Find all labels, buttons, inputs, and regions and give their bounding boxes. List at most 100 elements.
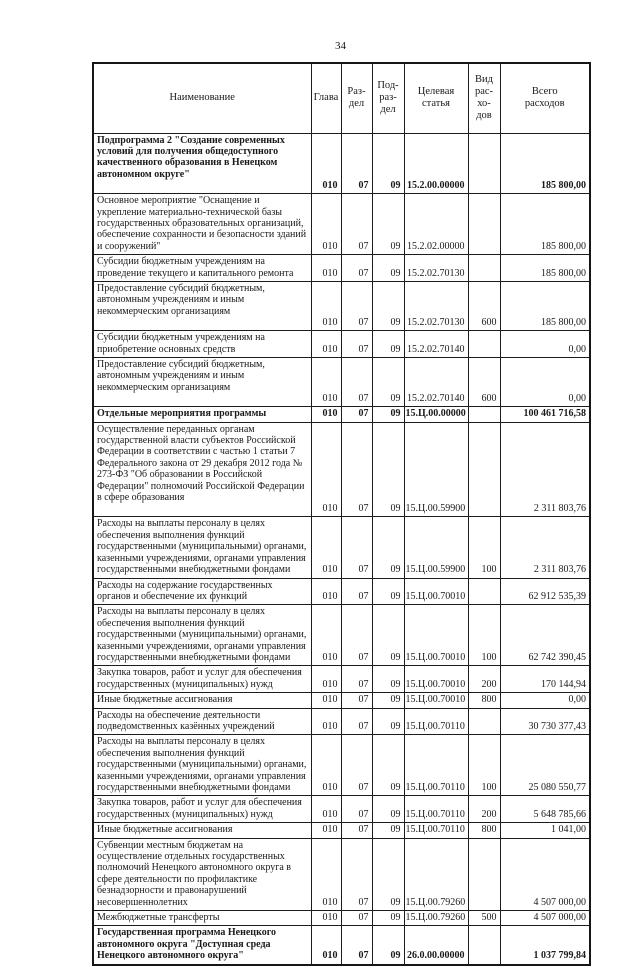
razdel-cell: 07 [340,516,373,579]
target-article-cell: 15.Ц.00.70010 [403,665,469,694]
header-glava: Глава [310,62,342,134]
podrazdel-cell: 09 [371,795,405,824]
podrazdel-cell: 09 [371,421,405,518]
target-article-cell: 15.Ц.00.59900 [403,516,469,579]
razdel-cell: 07 [340,577,373,606]
name-cell: Субсидии бюджетным учреждениям на приобр… [92,330,312,358]
expense-type-cell [467,421,501,518]
total-expenses-cell: 170 144,94 [499,665,591,694]
glava-cell: 010 [310,734,342,797]
expense-type-cell [467,330,501,358]
target-article-cell: 15.Ц.00.70010 [403,577,469,606]
name-cell: Закупка товаров, работ и услуг для обесп… [92,665,312,694]
target-article-cell: 15.Ц.00.70010 [403,604,469,667]
glava-cell: 010 [310,132,342,195]
table-row: Закупка товаров, работ и услуг для обесп… [92,795,591,824]
table-row: Предоставление субсидий бюджетным, автон… [92,280,591,332]
glava-cell: 010 [310,254,342,282]
name-cell: Расходы на выплаты персоналу в целях обе… [92,604,312,667]
expense-type-cell: 200 [467,795,501,824]
total-expenses-cell: 25 080 550,77 [499,734,591,797]
razdel-cell: 07 [340,356,373,408]
razdel-cell: 07 [340,795,373,824]
table-row: Подпрограмма 2 "Создание современных усл… [92,132,591,195]
podrazdel-cell: 09 [371,665,405,694]
table-row: Расходы на выплаты персоналу в целях обе… [92,604,591,667]
name-cell: Подпрограмма 2 "Создание современных усл… [92,132,312,195]
name-cell: Предоставление субсидий бюджетным, автон… [92,280,312,332]
expense-type-cell: 100 [467,734,501,797]
razdel-cell: 07 [340,837,373,912]
total-expenses-cell: 62 912 535,39 [499,577,591,606]
total-expenses-cell: 0,00 [499,356,591,408]
total-expenses-cell: 2 311 803,76 [499,421,591,518]
expense-type-cell: 100 [467,604,501,667]
name-cell: Субвенции местным бюджетам на осуществле… [92,837,312,912]
name-cell: Осуществление переданных органам государ… [92,421,312,518]
podrazdel-cell: 09 [371,406,405,423]
name-cell: Основное мероприятие "Оснащение и укрепл… [92,193,312,256]
glava-cell: 010 [310,193,342,256]
target-article-cell: 15.Ц.00.59900 [403,421,469,518]
razdel-cell: 07 [340,406,373,423]
header-razdel: Раз- дел [340,62,373,134]
table-row: Основное мероприятие "Оснащение и укрепл… [92,193,591,256]
expense-type-cell: 600 [467,356,501,408]
name-cell: Иные бюджетные ассигнования [92,822,312,839]
podrazdel-cell: 09 [371,692,405,709]
razdel-cell: 07 [340,925,373,966]
razdel-cell: 07 [340,604,373,667]
razdel-cell: 07 [340,822,373,839]
glava-cell: 010 [310,910,342,927]
razdel-cell: 07 [340,421,373,518]
glava-cell: 010 [310,330,342,358]
total-expenses-cell: 4 507 000,00 [499,837,591,912]
table-header: Наименование Глава Раз- дел Под- раз- де… [92,62,591,134]
glava-cell: 010 [310,280,342,332]
target-article-cell: 15.Ц.00.70110 [403,734,469,797]
table-row: Иные бюджетные ассигнования 010 07 09 15.Ц.0… [92,692,591,709]
target-article-cell: 26.0.00.00000 [403,925,469,966]
podrazdel-cell: 09 [371,910,405,927]
glava-cell: 010 [310,822,342,839]
target-article-cell: 15.2.02.00000 [403,193,469,256]
podrazdel-cell: 09 [371,734,405,797]
razdel-cell: 07 [340,330,373,358]
table-row: Осуществление переданных органам государ… [92,421,591,518]
table-row: Государственная программа Ненецкого авто… [92,925,591,966]
total-expenses-cell: 2 311 803,76 [499,516,591,579]
target-article-cell: 15.Ц.00.00000 [403,406,469,423]
glava-cell: 010 [310,406,342,423]
glava-cell: 010 [310,795,342,824]
expense-type-cell [467,193,501,256]
table-row: Иные бюджетные ассигнования 010 07 09 15.Ц.0… [92,822,591,839]
podrazdel-cell: 09 [371,356,405,408]
table-row: Отдельные мероприятия программы 010 07 09 15… [92,406,591,423]
podrazdel-cell: 09 [371,822,405,839]
target-article-cell: 15.Ц.00.70110 [403,707,469,736]
podrazdel-cell: 09 [371,837,405,912]
name-cell: Иные бюджетные ассигнования [92,692,312,709]
target-article-cell: 15.2.02.70140 [403,330,469,358]
razdel-cell: 07 [340,193,373,256]
expense-type-cell: 800 [467,692,501,709]
name-cell: Расходы на выплаты персоналу в целях обе… [92,734,312,797]
glava-cell: 010 [310,925,342,966]
expense-type-cell [467,132,501,195]
total-expenses-cell: 185 800,00 [499,132,591,195]
header-name: Наименование [92,62,312,134]
expense-type-cell [467,406,501,423]
podrazdel-cell: 09 [371,330,405,358]
budget-table: Наименование Глава Раз- дел Под- раз- де… [92,62,591,966]
podrazdel-cell: 09 [371,280,405,332]
name-cell: Государственная программа Ненецкого авто… [92,925,312,966]
name-cell: Межбюджетные трансферты [92,910,312,927]
glava-cell: 010 [310,692,342,709]
table-row: Расходы на обеспечение деятельности подв… [92,707,591,736]
podrazdel-cell: 09 [371,254,405,282]
razdel-cell: 07 [340,132,373,195]
podrazdel-cell: 09 [371,577,405,606]
target-article-cell: 15.Ц.00.70010 [403,692,469,709]
total-expenses-cell: 185 800,00 [499,254,591,282]
razdel-cell: 07 [340,734,373,797]
